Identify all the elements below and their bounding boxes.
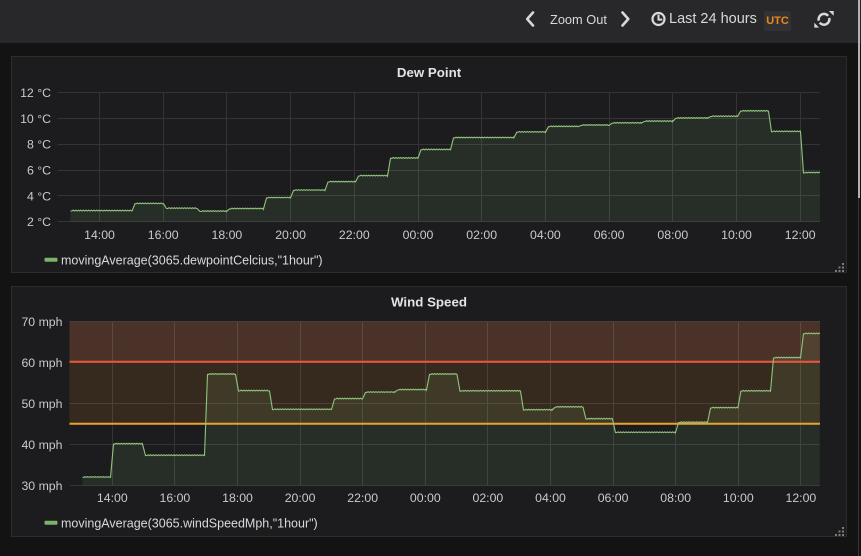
svg-text:00:00: 00:00 [409, 491, 440, 505]
svg-text:14:00: 14:00 [84, 227, 115, 241]
svg-text:6 °C: 6 °C [26, 163, 50, 177]
svg-text:00:00: 00:00 [402, 227, 433, 241]
svg-text:movingAverage(3065.dewpointCel: movingAverage(3065.dewpointCelcius,"1hou… [61, 253, 323, 267]
svg-text:movingAverage(3065.windSpeedMp: movingAverage(3065.windSpeedMph,"1hour") [61, 516, 318, 530]
svg-text:30 mph: 30 mph [21, 478, 62, 492]
svg-text:2 °C: 2 °C [26, 215, 50, 229]
svg-text:10 °C: 10 °C [20, 111, 51, 125]
svg-text:10:00: 10:00 [721, 227, 752, 241]
svg-text:20:00: 20:00 [284, 491, 315, 505]
svg-text:04:00: 04:00 [535, 491, 566, 505]
svg-text:02:00: 02:00 [472, 491, 503, 505]
svg-text:4 °C: 4 °C [26, 189, 50, 203]
svg-text:22:00: 22:00 [347, 491, 378, 505]
svg-text:70 mph: 70 mph [21, 314, 62, 328]
svg-text:14:00: 14:00 [96, 491, 127, 505]
svg-text:02:00: 02:00 [466, 227, 497, 241]
svg-text:22:00: 22:00 [338, 227, 369, 241]
svg-text:18:00: 18:00 [222, 491, 253, 505]
svg-text:Dew Point: Dew Point [396, 65, 461, 80]
svg-text:12:00: 12:00 [785, 491, 816, 505]
svg-text:04:00: 04:00 [530, 227, 561, 241]
svg-text:50 mph: 50 mph [21, 396, 62, 410]
svg-text:12 °C: 12 °C [20, 86, 51, 100]
svg-text:16:00: 16:00 [147, 227, 178, 241]
svg-text:10:00: 10:00 [722, 491, 753, 505]
svg-text:40 mph: 40 mph [21, 437, 62, 451]
svg-text:08:00: 08:00 [660, 491, 691, 505]
svg-text:8 °C: 8 °C [26, 137, 50, 151]
svg-text:18:00: 18:00 [211, 227, 242, 241]
svg-text:06:00: 06:00 [593, 227, 624, 241]
svg-text:60 mph: 60 mph [21, 355, 62, 369]
svg-text:20:00: 20:00 [275, 227, 306, 241]
svg-text:Wind Speed: Wind Speed [391, 294, 467, 309]
svg-text:06:00: 06:00 [597, 491, 628, 505]
svg-text:16:00: 16:00 [159, 491, 190, 505]
svg-text:12:00: 12:00 [784, 227, 815, 241]
svg-text:08:00: 08:00 [657, 227, 688, 241]
